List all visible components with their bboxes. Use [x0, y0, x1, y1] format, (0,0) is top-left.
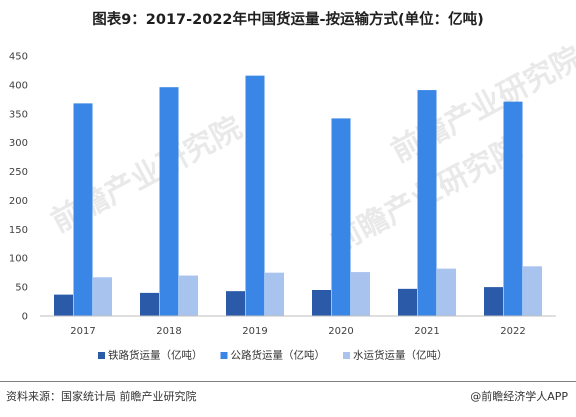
source-note: 资料来源：国家统计局 前瞻产业研究院: [6, 390, 197, 403]
chart-title: 图表9：2017-2022年中国货运量-按运输方式(单位：亿吨): [92, 12, 484, 28]
bar-2019-series-1: [245, 75, 265, 317]
y-tick-label: 450: [9, 52, 28, 63]
legend-label: 水运货运量（亿吨）: [353, 349, 448, 362]
bar-2022-series-0: [484, 287, 503, 316]
x-tick-label: 2022: [500, 326, 525, 337]
legend-swatch: [220, 352, 228, 359]
legend-swatch: [343, 352, 350, 359]
brand-credit: @前瞻经济学人APP: [470, 390, 568, 403]
bar-2018-series-1: [159, 87, 179, 316]
legend-swatch: [98, 352, 105, 359]
bar-2017-series-0: [54, 294, 73, 316]
chart-plot: 0 50 100 150 200 250 300 350 400 450 2017 2018 2019…: [9, 52, 556, 362]
bar-2017-series-1: [73, 103, 93, 316]
x-tick-label: 2021: [414, 326, 439, 337]
x-tick-label: 2019: [242, 326, 267, 337]
y-tick-label: 400: [9, 80, 28, 91]
bar-2021-series-1: [417, 90, 437, 316]
bar-2022-series-2: [523, 266, 542, 316]
y-tick-label: 0: [22, 312, 28, 323]
bar-2020-series-1: [331, 118, 351, 317]
bar-2019-series-2: [265, 272, 284, 316]
bar-2020-series-0: [312, 290, 331, 316]
y-tick-label: 150: [9, 225, 28, 236]
y-tick-label: 300: [9, 138, 28, 149]
bar-2017-series-2: [93, 277, 112, 316]
x-tick-label: 2017: [70, 326, 95, 337]
bar-2019-series-0: [226, 291, 245, 316]
legend-label: 铁路货运量（亿吨）: [108, 349, 203, 362]
y-tick-label: 350: [9, 109, 28, 120]
bar-2018-series-2: [179, 275, 198, 316]
bar-2022-series-1: [503, 101, 523, 317]
y-tick-label: 200: [9, 196, 28, 207]
bar-2020-series-2: [351, 272, 370, 316]
bar-2021-series-0: [398, 288, 417, 316]
bar-2021-series-2: [437, 268, 456, 316]
bar-2018-series-0: [140, 292, 159, 316]
footer-divider: [0, 381, 576, 382]
x-tick-label: 2018: [156, 326, 181, 337]
x-tick-label: 2020: [328, 326, 353, 337]
y-tick-label: 50: [15, 283, 28, 294]
legend-label: 公路货运量（亿吨）: [231, 349, 326, 362]
y-tick-label: 250: [9, 167, 28, 178]
y-tick-label: 100: [9, 254, 28, 265]
